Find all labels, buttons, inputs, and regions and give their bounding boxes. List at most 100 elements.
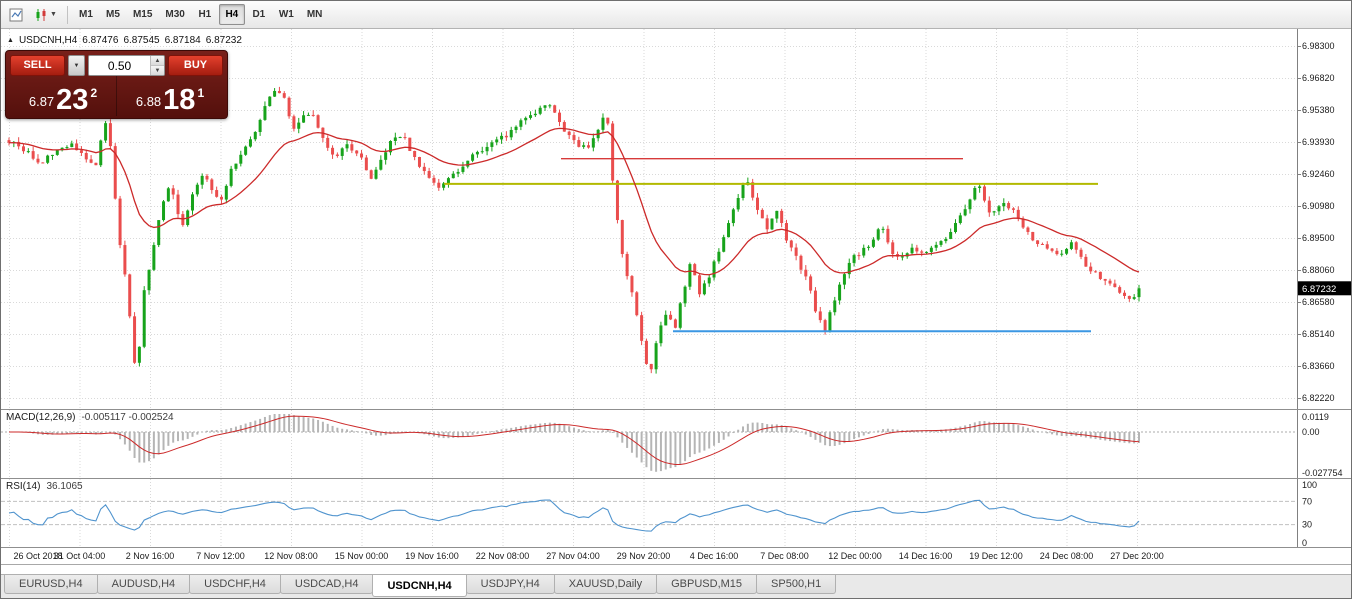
price-axis-label: 6.95380 — [1302, 105, 1335, 115]
rsi-axis-label: 0 — [1302, 538, 1307, 547]
price-axis-label: 6.82220 — [1302, 393, 1335, 403]
time-axis-label: 29 Nov 20:00 — [616, 551, 671, 561]
bid-quote[interactable]: 6.87 23 2 — [10, 76, 117, 116]
toolbar: ▼ M1 M5 M15 M30 H1 H4 D1 W1 MN — [1, 1, 1351, 29]
trade-panel-quotes: 6.87 23 2 6.88 18 1 — [10, 76, 223, 116]
macd-panel[interactable]: 0.0119 0.00 -0.027754 MACD(12,26,9) -0.005… — [1, 409, 1351, 478]
volume-field: ▲ ▼ — [88, 55, 165, 76]
chart-tab-xauusd-daily[interactable]: XAUUSD,Daily — [553, 575, 658, 594]
volume-increase-icon[interactable]: ▲ — [151, 56, 164, 66]
macd-values: -0.005117 -0.002524 — [81, 412, 173, 423]
timeframe-button-w1[interactable]: W1 — [273, 4, 300, 25]
time-axis-label: 22 Nov 08:00 — [475, 551, 530, 561]
chart-tool-icon-glyph — [9, 8, 23, 21]
timeframe-button-m1[interactable]: M1 — [73, 4, 99, 25]
macd-axis-label: -0.027754 — [1302, 468, 1343, 478]
chart-tab-usdchf-h4[interactable]: USDCHF,H4 — [189, 575, 281, 594]
price-axis-label: 6.83660 — [1302, 361, 1335, 371]
volume-spinner: ▲ ▼ — [150, 56, 164, 75]
ohlc-low: 6.87184 — [164, 35, 201, 46]
ask-prefix: 6.88 — [135, 94, 162, 109]
macd-label: MACD(12,26,9) -0.005117 -0.002524 — [6, 412, 174, 423]
macd-signal-line — [8, 415, 1140, 465]
bid-big: 23 — [56, 84, 89, 117]
rsi-line — [8, 499, 1140, 532]
time-axis-label: 15 Nov 00:00 — [334, 551, 389, 561]
chart-tab-gbpusd-m15[interactable]: GBPUSD,M15 — [656, 575, 758, 594]
trade-panel-controls: SELL ▼ ▲ ▼ BUY — [10, 55, 223, 76]
rsi-axis-label: 100 — [1302, 480, 1317, 490]
timeframe-button-mn[interactable]: MN — [301, 4, 329, 25]
ask-big: 18 — [163, 84, 196, 117]
ohlc-open: 6.87476 — [82, 35, 119, 46]
time-axis-label: 27 Nov 04:00 — [546, 551, 600, 561]
macd-name: MACD(12,26,9) — [6, 412, 76, 423]
macd-axis-label: 0.0119 — [1302, 412, 1329, 422]
sell-button[interactable]: SELL — [10, 55, 65, 76]
time-axis-label: 31 Oct 04:00 — [53, 551, 106, 561]
chart-stack: 6.98300 6.96820 6.95380 6.93930 6.92460 6.909… — [1, 29, 1351, 565]
time-axis-label: 12 Dec 00:00 — [828, 551, 882, 561]
timeframe-button-m5[interactable]: M5 — [100, 4, 126, 25]
timeframe-button-h1[interactable]: H1 — [192, 4, 218, 25]
price-axis-label: 6.89500 — [1302, 233, 1335, 243]
timeframe-button-m15[interactable]: M15 — [127, 4, 158, 25]
rsi-value: 36.1065 — [46, 481, 83, 492]
timeframe-button-d1[interactable]: D1 — [246, 4, 272, 25]
price-axis-label: 6.96820 — [1302, 73, 1335, 83]
time-axis-label: 14 Dec 16:00 — [898, 551, 953, 561]
time-axis-label: 12 Nov 08:00 — [264, 551, 318, 561]
bid-pip: 2 — [90, 86, 98, 100]
timeframe-button-h4[interactable]: H4 — [218, 4, 245, 25]
symbol-marker-icon: ▲ — [7, 37, 14, 44]
candlestick-icon — [36, 8, 46, 21]
price-axis-label: 6.85140 — [1302, 329, 1335, 339]
time-axis-label: 7 Dec 08:00 — [760, 551, 809, 561]
macd-signal-value: -0.002524 — [128, 412, 174, 423]
ohlc-high: 6.87545 — [123, 35, 160, 46]
grid-vertical-layer — [9, 410, 1138, 478]
macd-axis-label: 0.00 — [1302, 427, 1320, 437]
price-axis-label: 6.90980 — [1302, 201, 1335, 211]
ohlc-close: 6.87232 — [205, 35, 242, 46]
time-axis-label: 2 Nov 16:00 — [125, 551, 175, 561]
bottom-gap — [1, 565, 1351, 574]
one-click-trading-panel: SELL ▼ ▲ ▼ BUY 6.87 — [5, 50, 228, 119]
main-chart-panel[interactable]: 6.98300 6.96820 6.95380 6.93930 6.92460 6.909… — [1, 29, 1351, 409]
chart-tab-eurusd-h4[interactable]: EURUSD,H4 — [4, 575, 98, 594]
volume-input[interactable] — [89, 56, 150, 75]
price-axis-label: 6.98300 — [1302, 41, 1335, 51]
ask-quote[interactable]: 6.88 18 1 — [117, 76, 223, 116]
time-axis-label: 24 Dec 08:00 — [1039, 551, 1094, 561]
timeframe-button-m30[interactable]: M30 — [159, 4, 190, 25]
candles-layer — [7, 86, 1141, 374]
caret-down-icon: ▼ — [73, 62, 80, 69]
chart-tab-bar: EURUSD,H4 AUDUSD,H4 USDCHF,H4 USDCAD,H4 USDC… — [1, 574, 1351, 598]
price-axis-label: 6.86580 — [1302, 297, 1335, 307]
time-axis-label: 19 Dec 12:00 — [969, 551, 1023, 561]
buy-button[interactable]: BUY — [168, 55, 223, 76]
price-axis-label: 6.92460 — [1302, 169, 1335, 179]
chart-tab-usdcad-h4[interactable]: USDCAD,H4 — [279, 575, 374, 594]
chart-tab-sp500-h1[interactable]: SP500,H1 — [756, 575, 837, 594]
level-lines-layer[interactable] — [444, 158, 1098, 333]
chart-tool-icon[interactable] — [4, 4, 28, 25]
rsi-label: RSI(14) 36.1065 — [6, 481, 83, 492]
time-axis-label: 4 Dec 16:00 — [689, 551, 739, 561]
chevron-down-icon: ▼ — [50, 11, 57, 18]
chart-tab-usdjpy-h4[interactable]: USDJPY,H4 — [465, 575, 555, 594]
chart-tab-audusd-h4[interactable]: AUDUSD,H4 — [96, 575, 191, 594]
rsi-panel[interactable]: 100 70 30 0 RSI(14) 36.1065 — [1, 478, 1351, 547]
bid-prefix: 6.87 — [28, 94, 55, 109]
volume-preset-dropdown[interactable]: ▼ — [68, 55, 85, 76]
time-axis[interactable]: 26 Oct 2018 31 Oct 04:00 2 Nov 16:00 7 Nov … — [1, 547, 1351, 565]
rsi-axis-label: 70 — [1302, 496, 1312, 506]
current-price-badge-text: 6.87232 — [1302, 284, 1336, 295]
volume-decrease-icon[interactable]: ▼ — [151, 66, 164, 75]
macd-svg: 0.0119 0.00 -0.027754 — [1, 410, 1343, 478]
chart-tab-usdcnh-h4[interactable]: USDCNH,H4 — [372, 575, 467, 597]
chart-ohlc-header: ▲ USDCNH,H4 6.87476 6.87545 6.87184 6.87… — [7, 35, 242, 46]
moving-average-line[interactable] — [8, 127, 1140, 276]
chart-type-icon[interactable]: ▼ — [29, 4, 62, 25]
